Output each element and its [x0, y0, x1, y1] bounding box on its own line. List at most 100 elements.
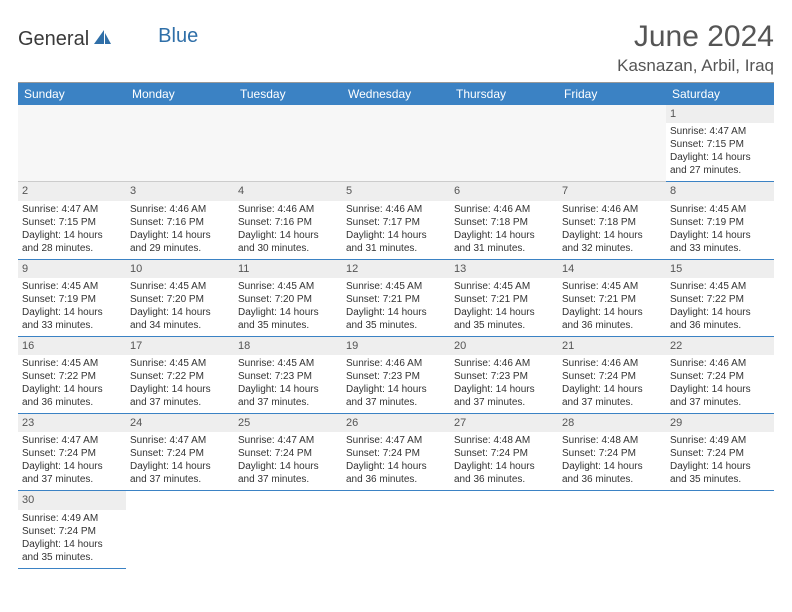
calendar-cell: 16Sunrise: 4:45 AMSunset: 7:22 PMDayligh…: [18, 337, 126, 414]
sunrise-line: Sunrise: 4:49 AM: [670, 434, 770, 447]
calendar-cell: 23Sunrise: 4:47 AMSunset: 7:24 PMDayligh…: [18, 414, 126, 491]
sunrise-line: Sunrise: 4:47 AM: [238, 434, 338, 447]
daylight-line: Daylight: 14 hours and 31 minutes.: [346, 229, 446, 255]
sail-icon: [92, 28, 112, 51]
sunset-line: Sunset: 7:22 PM: [130, 370, 230, 383]
sunrise-line: Sunrise: 4:45 AM: [238, 280, 338, 293]
empty-cell: [450, 105, 558, 182]
sunset-line: Sunset: 7:18 PM: [562, 216, 662, 229]
sunrise-line: Sunrise: 4:47 AM: [346, 434, 446, 447]
logo: General Blue: [18, 20, 198, 51]
sunrise-line: Sunrise: 4:45 AM: [22, 280, 122, 293]
day-number: 19: [342, 337, 450, 355]
daylight-line: Daylight: 14 hours and 37 minutes.: [670, 383, 770, 409]
sunrise-line: Sunrise: 4:45 AM: [130, 357, 230, 370]
sunset-line: Sunset: 7:24 PM: [22, 525, 122, 538]
empty-cell: [234, 105, 342, 182]
calendar-cell: 17Sunrise: 4:45 AMSunset: 7:22 PMDayligh…: [126, 337, 234, 414]
daylight-line: Daylight: 14 hours and 36 minutes.: [562, 306, 662, 332]
calendar-cell: 12Sunrise: 4:45 AMSunset: 7:21 PMDayligh…: [342, 260, 450, 337]
sunset-line: Sunset: 7:22 PM: [670, 293, 770, 306]
daylight-line: Daylight: 14 hours and 35 minutes.: [670, 460, 770, 486]
calendar-cell: 13Sunrise: 4:45 AMSunset: 7:21 PMDayligh…: [450, 260, 558, 337]
sunrise-line: Sunrise: 4:46 AM: [670, 357, 770, 370]
daylight-line: Daylight: 14 hours and 31 minutes.: [454, 229, 554, 255]
month-title: June 2024: [617, 20, 774, 54]
sunset-line: Sunset: 7:23 PM: [346, 370, 446, 383]
sunset-line: Sunset: 7:24 PM: [238, 447, 338, 460]
sunrise-line: Sunrise: 4:46 AM: [562, 357, 662, 370]
calendar-cell: 14Sunrise: 4:45 AMSunset: 7:21 PMDayligh…: [558, 260, 666, 337]
calendar-cell: 9Sunrise: 4:45 AMSunset: 7:19 PMDaylight…: [18, 260, 126, 337]
calendar-cell: 15Sunrise: 4:45 AMSunset: 7:22 PMDayligh…: [666, 260, 774, 337]
daylight-line: Daylight: 14 hours and 36 minutes.: [670, 306, 770, 332]
day-number: 18: [234, 337, 342, 355]
calendar-cell: 3Sunrise: 4:46 AMSunset: 7:16 PMDaylight…: [126, 182, 234, 259]
sunset-line: Sunset: 7:17 PM: [346, 216, 446, 229]
daylight-line: Daylight: 14 hours and 37 minutes.: [238, 383, 338, 409]
daylight-line: Daylight: 14 hours and 37 minutes.: [562, 383, 662, 409]
daylight-line: Daylight: 14 hours and 30 minutes.: [238, 229, 338, 255]
day-header: Thursday: [450, 83, 558, 105]
day-header: Sunday: [18, 83, 126, 105]
sunrise-line: Sunrise: 4:48 AM: [454, 434, 554, 447]
calendar-cell: 11Sunrise: 4:45 AMSunset: 7:20 PMDayligh…: [234, 260, 342, 337]
sunrise-line: Sunrise: 4:46 AM: [562, 203, 662, 216]
sunrise-line: Sunrise: 4:46 AM: [346, 203, 446, 216]
day-number: 10: [126, 260, 234, 278]
day-number: 4: [234, 182, 342, 200]
day-number: 29: [666, 414, 774, 432]
sunrise-line: Sunrise: 4:45 AM: [238, 357, 338, 370]
day-number: 21: [558, 337, 666, 355]
daylight-line: Daylight: 14 hours and 35 minutes.: [454, 306, 554, 332]
calendar-cell: 5Sunrise: 4:46 AMSunset: 7:17 PMDaylight…: [342, 182, 450, 259]
empty-cell: [342, 105, 450, 182]
day-number: 27: [450, 414, 558, 432]
sunset-line: Sunset: 7:15 PM: [670, 138, 770, 151]
daylight-line: Daylight: 14 hours and 36 minutes.: [346, 460, 446, 486]
sunset-line: Sunset: 7:23 PM: [238, 370, 338, 383]
sunrise-line: Sunrise: 4:46 AM: [238, 203, 338, 216]
day-header: Tuesday: [234, 83, 342, 105]
daylight-line: Daylight: 14 hours and 36 minutes.: [22, 383, 122, 409]
day-number: 22: [666, 337, 774, 355]
calendar-cell: 22 Sunrise: 4:46 AMSunset: 7:24 PMDayligh…: [666, 337, 774, 414]
day-number: 8: [666, 182, 774, 200]
calendar-cell: 30Sunrise: 4:49 AMSunset: 7:24 PMDayligh…: [18, 491, 126, 568]
sunrise-line: Sunrise: 4:46 AM: [130, 203, 230, 216]
sunrise-line: Sunrise: 4:45 AM: [670, 203, 770, 216]
daylight-line: Daylight: 14 hours and 36 minutes.: [454, 460, 554, 486]
sunset-line: Sunset: 7:24 PM: [22, 447, 122, 460]
sunrise-line: Sunrise: 4:47 AM: [670, 125, 770, 138]
day-number: 20: [450, 337, 558, 355]
sunset-line: Sunset: 7:20 PM: [130, 293, 230, 306]
day-number: 12: [342, 260, 450, 278]
day-number: 30: [18, 491, 126, 509]
sunrise-line: Sunrise: 4:47 AM: [22, 203, 122, 216]
calendar-grid: SundayMondayTuesdayWednesdayThursdayFrid…: [18, 82, 774, 569]
day-number: 16: [18, 337, 126, 355]
calendar-cell: 21Sunrise: 4:46 AMSunset: 7:24 PMDayligh…: [558, 337, 666, 414]
calendar-cell: 4Sunrise: 4:46 AMSunset: 7:16 PMDaylight…: [234, 182, 342, 259]
sunset-line: Sunset: 7:15 PM: [22, 216, 122, 229]
daylight-line: Daylight: 14 hours and 37 minutes.: [454, 383, 554, 409]
calendar-cell: 24Sunrise: 4:47 AMSunset: 7:24 PMDayligh…: [126, 414, 234, 491]
sunset-line: Sunset: 7:19 PM: [22, 293, 122, 306]
sunset-line: Sunset: 7:24 PM: [670, 370, 770, 383]
daylight-line: Daylight: 14 hours and 35 minutes.: [238, 306, 338, 332]
daylight-line: Daylight: 14 hours and 33 minutes.: [22, 306, 122, 332]
calendar-cell: 26Sunrise: 4:47 AMSunset: 7:24 PMDayligh…: [342, 414, 450, 491]
sunrise-line: Sunrise: 4:45 AM: [562, 280, 662, 293]
empty-cell: [558, 105, 666, 182]
daylight-line: Daylight: 14 hours and 37 minutes.: [22, 460, 122, 486]
sunrise-line: Sunrise: 4:49 AM: [22, 512, 122, 525]
calendar-cell: 19Sunrise: 4:46 AMSunset: 7:23 PMDayligh…: [342, 337, 450, 414]
day-header: Wednesday: [342, 83, 450, 105]
logo-text-blue: Blue: [158, 25, 198, 48]
sunset-line: Sunset: 7:24 PM: [346, 447, 446, 460]
sunset-line: Sunset: 7:24 PM: [454, 447, 554, 460]
day-number: 3: [126, 182, 234, 200]
calendar-cell: 29Sunrise: 4:49 AMSunset: 7:24 PMDayligh…: [666, 414, 774, 491]
sunset-line: Sunset: 7:21 PM: [454, 293, 554, 306]
calendar-cell: 18 Sunrise: 4:45 AMSunset: 7:23 PMDayligh…: [234, 337, 342, 414]
